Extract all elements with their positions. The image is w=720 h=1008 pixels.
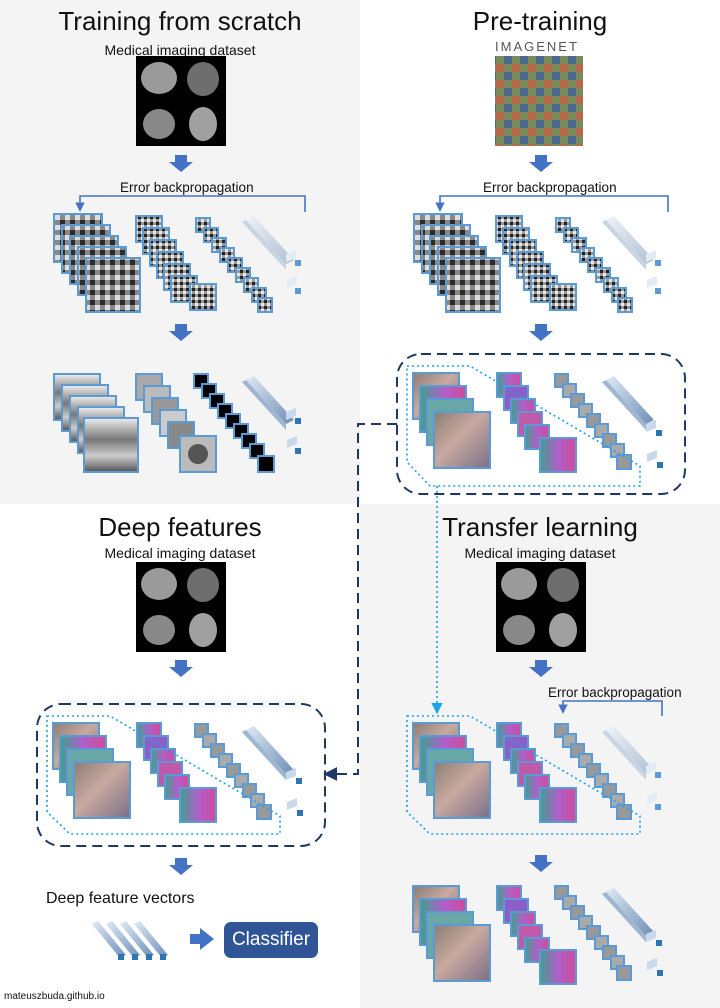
conv-stack-pretrained-features: [412, 372, 632, 473]
dense-bars-deep-features: [242, 726, 303, 816]
title-training-from-scratch: Training from scratch: [58, 6, 302, 36]
dense-bars-scratch-trained: [242, 376, 301, 454]
imagenet-image-grid: [495, 56, 583, 146]
conv-stack-deep-features: [52, 722, 272, 823]
conv-stack-scratch-trained: [53, 373, 275, 473]
backprop-lines: [75, 195, 669, 716]
title-pre-training: Pre-training: [472, 6, 608, 36]
dense-bars-pretrained: [602, 376, 663, 468]
dense-bars-transfer-finetuned: [602, 888, 663, 976]
dashed-box-pretrained: [396, 353, 686, 495]
dense-bars-transfer-initialized: [602, 726, 661, 810]
backprop-label-pretrain: Error backpropagation: [483, 180, 617, 195]
down-arrows: [169, 155, 553, 950]
conv-stack-transfer-initialized: [412, 722, 632, 823]
footer-url: mateuszbuda.github.io: [4, 991, 105, 1002]
title-deep-features: Deep features: [98, 512, 262, 542]
classifier-box: Classifier: [224, 922, 318, 958]
title-transfer-learning: Transfer learning: [442, 512, 638, 542]
backprop-label-transfer: Error backpropagation: [548, 685, 682, 700]
conv-stack-pretrain-untrained: [413, 213, 633, 313]
dotted-outline-pretrained: [406, 365, 641, 487]
mri-dataset-image-transfer: [496, 562, 586, 652]
dense-bars-scratch-untrained: [242, 216, 301, 294]
mri-dataset-image-scratch: [136, 56, 226, 146]
deep-feature-vector-bars: [92, 921, 168, 960]
backprop-label-scratch: Error backpropagation: [120, 180, 254, 195]
subtitle-medical-dataset-transfer: Medical imaging dataset: [464, 545, 616, 561]
mri-dataset-image-deep: [136, 562, 226, 652]
dotted-outline-transfer: [406, 715, 641, 835]
dotted-outline-deep-features: [46, 715, 281, 835]
conv-stack-scratch-untrained: [53, 213, 273, 313]
deep-feature-vectors-label: Deep feature vectors: [46, 890, 195, 907]
imagenet-logo: IMAGENET: [495, 39, 579, 54]
conv-stack-transfer-finetuned: [412, 885, 632, 985]
dense-bars-pretrain-untrained: [602, 216, 661, 294]
subtitle-medical-dataset-deep: Medical imaging dataset: [104, 545, 256, 561]
connector-pretrained-to-deep-features: [323, 423, 397, 781]
subtitle-medical-dataset-scratch: Medical imaging dataset: [104, 42, 256, 58]
